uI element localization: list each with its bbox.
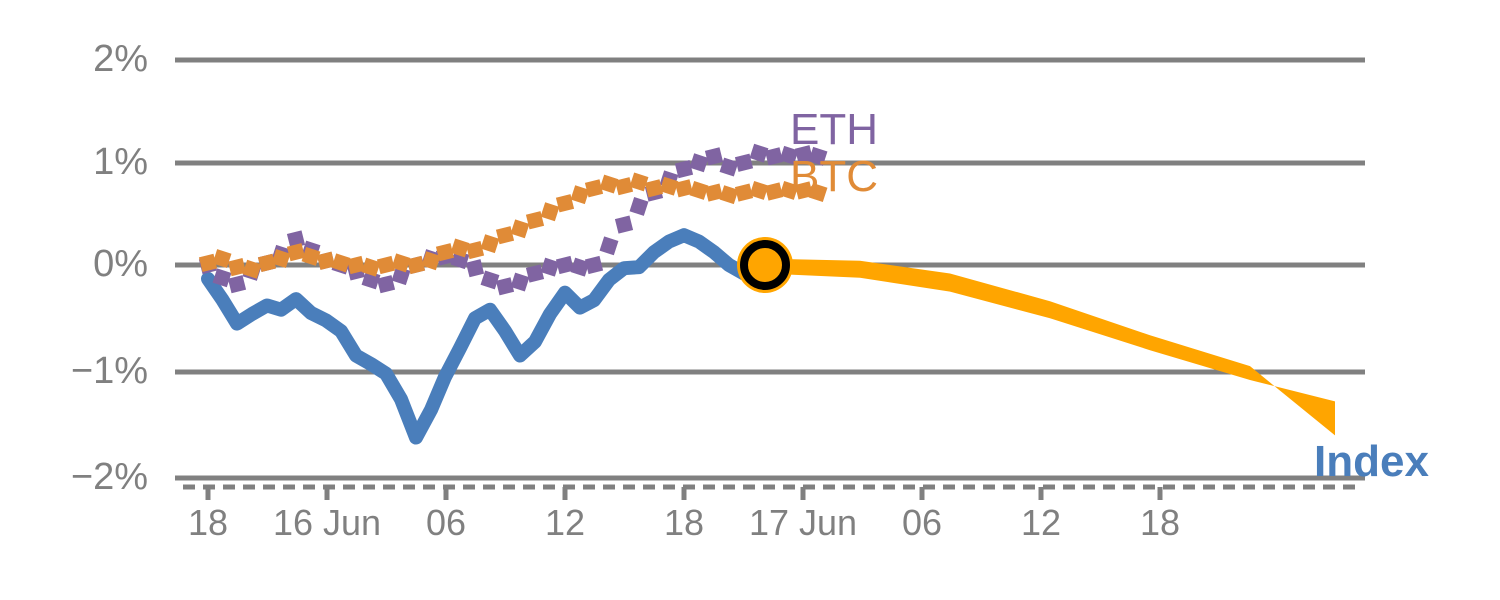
series-marker xyxy=(794,145,814,164)
series-marker xyxy=(749,143,769,163)
x-tick-label: 17 Jun xyxy=(748,502,858,543)
marker-ring-icon[interactable] xyxy=(740,240,790,290)
series-marker xyxy=(212,249,232,269)
series-label-btc: BTC xyxy=(790,152,878,201)
series-marker xyxy=(584,255,604,275)
x-tick-label: 12 xyxy=(544,502,586,543)
series-marker xyxy=(644,179,664,198)
series-marker xyxy=(435,243,455,262)
series-marker xyxy=(570,185,590,205)
series-marker xyxy=(614,215,634,234)
series-marker xyxy=(629,196,649,216)
series-marker xyxy=(406,255,426,275)
series-marker xyxy=(734,153,754,172)
series-marker xyxy=(614,177,634,196)
series-marker xyxy=(301,247,321,266)
series-marker xyxy=(555,255,575,275)
series-marker xyxy=(808,183,828,203)
y-tick-label: −1% xyxy=(70,350,148,392)
series-marker xyxy=(376,275,396,294)
series-marker xyxy=(540,202,560,222)
series-marker xyxy=(495,277,515,296)
series-marker xyxy=(346,255,366,275)
series-marker xyxy=(421,251,441,271)
series-marker xyxy=(286,243,306,262)
series-marker xyxy=(808,146,828,166)
series-marker xyxy=(599,174,619,194)
x-tick-label: 06 xyxy=(901,502,943,543)
series-marker xyxy=(525,211,545,230)
series-marker xyxy=(719,157,739,177)
series-marker xyxy=(257,253,277,272)
series-marker xyxy=(779,145,799,165)
series-marker xyxy=(719,185,739,205)
series-marker xyxy=(570,257,590,277)
x-tick-label: 16 Jun xyxy=(272,502,382,543)
x-tick-label: 18 xyxy=(663,502,705,543)
series-marker xyxy=(361,257,381,277)
series-marker xyxy=(674,179,694,198)
x-tick-label: 18 xyxy=(1139,502,1181,543)
series-marker xyxy=(376,255,396,275)
y-tick-label: 2% xyxy=(93,38,148,80)
series-marker xyxy=(540,257,560,277)
series-marker xyxy=(212,268,232,288)
series-marker xyxy=(510,272,530,292)
series-marker xyxy=(599,236,619,256)
series-marker xyxy=(704,147,724,166)
series-line-index xyxy=(201,228,772,445)
series-marker xyxy=(555,194,575,213)
series-marker xyxy=(794,181,814,200)
series-dotted-btc xyxy=(198,172,828,279)
x-tick-label: 06 xyxy=(425,502,467,543)
x-axis xyxy=(183,484,1357,500)
series-label-index: Index xyxy=(1314,437,1429,486)
series-marker xyxy=(465,240,485,260)
series-marker xyxy=(584,179,604,198)
series-marker xyxy=(734,183,754,202)
series-marker xyxy=(674,160,694,179)
series-marker xyxy=(764,147,784,166)
series-marker xyxy=(331,253,351,273)
series-marker xyxy=(659,176,679,196)
series-marker xyxy=(316,251,336,270)
y-tick-label: 0% xyxy=(93,243,148,285)
series-group xyxy=(198,143,828,445)
series-marker xyxy=(779,180,799,200)
series-marker xyxy=(689,180,709,200)
series-marker xyxy=(480,234,500,254)
series-marker xyxy=(689,153,709,173)
series-marker xyxy=(495,226,515,245)
series-marker xyxy=(465,259,485,278)
series-marker xyxy=(629,172,649,192)
forecast-band xyxy=(765,258,1335,436)
y-tick-label: 1% xyxy=(93,141,148,183)
series-marker xyxy=(510,219,530,239)
series-marker xyxy=(749,180,769,200)
x-tick-label: 18 xyxy=(187,502,229,543)
series-marker xyxy=(242,259,262,279)
series-marker xyxy=(227,258,247,277)
series-marker xyxy=(525,264,545,283)
series-marker xyxy=(704,183,724,202)
series-marker xyxy=(480,270,500,290)
y-tick-label: −2% xyxy=(70,456,148,498)
series-marker xyxy=(198,253,218,272)
current-value-marker[interactable] xyxy=(737,237,793,293)
series-marker xyxy=(271,249,291,269)
x-tick-label: 12 xyxy=(1020,502,1062,543)
series-marker xyxy=(227,275,247,294)
series-marker xyxy=(764,182,784,201)
series-marker xyxy=(450,238,470,258)
series-marker xyxy=(391,253,411,273)
forecast-band-shape xyxy=(765,258,1335,436)
series-label-eth: ETH xyxy=(790,105,878,154)
